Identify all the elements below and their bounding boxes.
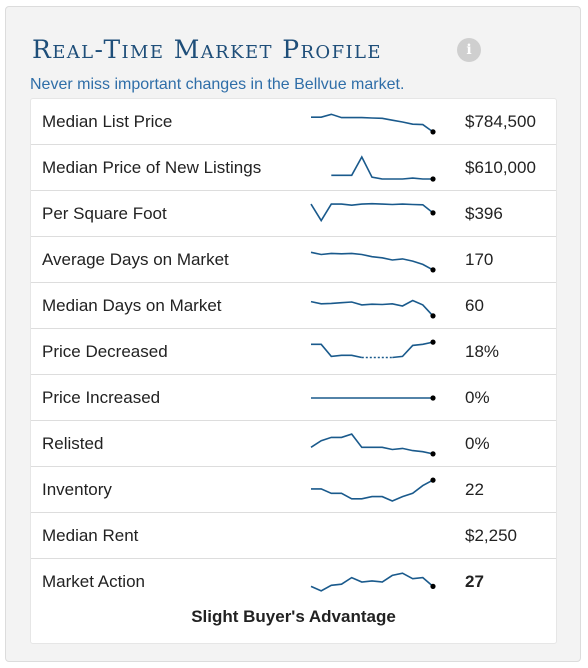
metric-row: Inventory 22 bbox=[31, 467, 556, 513]
metric-value: 60 bbox=[465, 296, 484, 315]
metric-value: $610,000 bbox=[465, 158, 536, 177]
metric-value: $396 bbox=[465, 204, 503, 223]
sparkline-endpoint bbox=[430, 267, 436, 273]
info-icon[interactable]: i bbox=[457, 38, 481, 62]
sparkline-path bbox=[392, 341, 434, 359]
card-subtitle: Never miss important changes in the Bell… bbox=[30, 76, 405, 93]
trend-sparkline bbox=[311, 395, 436, 401]
sparkline-path bbox=[310, 572, 434, 592]
metric-value: 0% bbox=[465, 434, 490, 453]
metric-label: Average Days on Market bbox=[42, 250, 229, 269]
metric-label: Market Action bbox=[42, 572, 145, 591]
sparkline-path bbox=[310, 251, 434, 271]
metric-row: Average Days on Market 170 bbox=[31, 237, 556, 283]
sparkline-endpoint bbox=[430, 129, 436, 135]
card-title: Real-Time Market Profile bbox=[32, 35, 382, 64]
trend-sparkline bbox=[311, 113, 436, 135]
sparkline-endpoint bbox=[430, 583, 436, 589]
metric-row: Price Increased 0% bbox=[31, 375, 556, 421]
metric-value: 170 bbox=[465, 250, 494, 269]
trend-sparkline bbox=[310, 572, 436, 592]
metric-row: Relisted 0% bbox=[31, 421, 556, 467]
metric-label: Relisted bbox=[42, 434, 104, 453]
trend-sparkline bbox=[310, 433, 436, 457]
metric-row: Median Days on Market 60 bbox=[31, 283, 556, 329]
metric-label: Median List Price bbox=[42, 112, 173, 131]
trend-sparkline bbox=[310, 251, 436, 273]
trend-sparkline bbox=[311, 477, 436, 502]
sparkline-path bbox=[310, 433, 434, 455]
metric-value: 27 bbox=[465, 572, 484, 591]
metric-label: Median Price of New Listings bbox=[42, 158, 262, 177]
metric-row: Median List Price $784,500 bbox=[31, 99, 556, 145]
trend-sparkline bbox=[331, 155, 436, 182]
metric-label: Price Decreased bbox=[42, 342, 168, 361]
metric-label: Price Increased bbox=[42, 388, 161, 407]
sparkline-endpoint bbox=[430, 210, 436, 216]
sparkline-endpoint bbox=[430, 395, 436, 401]
market-action-summary: Slight Buyer's Advantage bbox=[191, 607, 396, 626]
metric-value: $2,250 bbox=[465, 526, 517, 545]
sparkline-path bbox=[311, 113, 434, 133]
market-profile-card: Real-Time Market Profile i Never miss im… bbox=[5, 6, 581, 662]
sparkline-endpoint bbox=[430, 339, 436, 345]
metric-row: Median Price of New Listings $610,000 bbox=[31, 145, 556, 191]
sparkline-endpoint bbox=[430, 477, 436, 483]
metric-value: 22 bbox=[465, 480, 484, 499]
sparkline-path bbox=[310, 299, 434, 317]
metric-row: Price Decreased 18% bbox=[31, 329, 556, 375]
sparkline-path bbox=[311, 343, 362, 359]
metric-value: 0% bbox=[465, 388, 490, 407]
sparkline-path bbox=[310, 202, 434, 223]
metric-row: Per Square Foot $396 bbox=[31, 191, 556, 237]
trend-sparkline bbox=[310, 299, 436, 319]
metrics-table: Slight Buyer's Advantage Median List Pri… bbox=[30, 98, 557, 644]
sparkline-endpoint bbox=[430, 313, 436, 319]
metric-value: 18% bbox=[465, 342, 500, 361]
trend-sparkline bbox=[311, 339, 436, 359]
trend-sparkline bbox=[310, 202, 436, 223]
metric-row: Median Rent $2,250 bbox=[31, 513, 556, 559]
sparkline-path bbox=[331, 155, 433, 180]
sparkline-endpoint bbox=[430, 451, 436, 457]
sparkline-endpoint bbox=[430, 176, 436, 182]
metric-label: Median Rent bbox=[42, 526, 139, 545]
metric-label: Median Days on Market bbox=[42, 296, 222, 315]
metric-row: Market Action 27 bbox=[31, 559, 556, 605]
metric-label: Inventory bbox=[42, 480, 112, 499]
sparkline-path bbox=[311, 479, 434, 502]
metric-value: $784,500 bbox=[465, 112, 536, 131]
metric-label: Per Square Foot bbox=[42, 204, 167, 223]
